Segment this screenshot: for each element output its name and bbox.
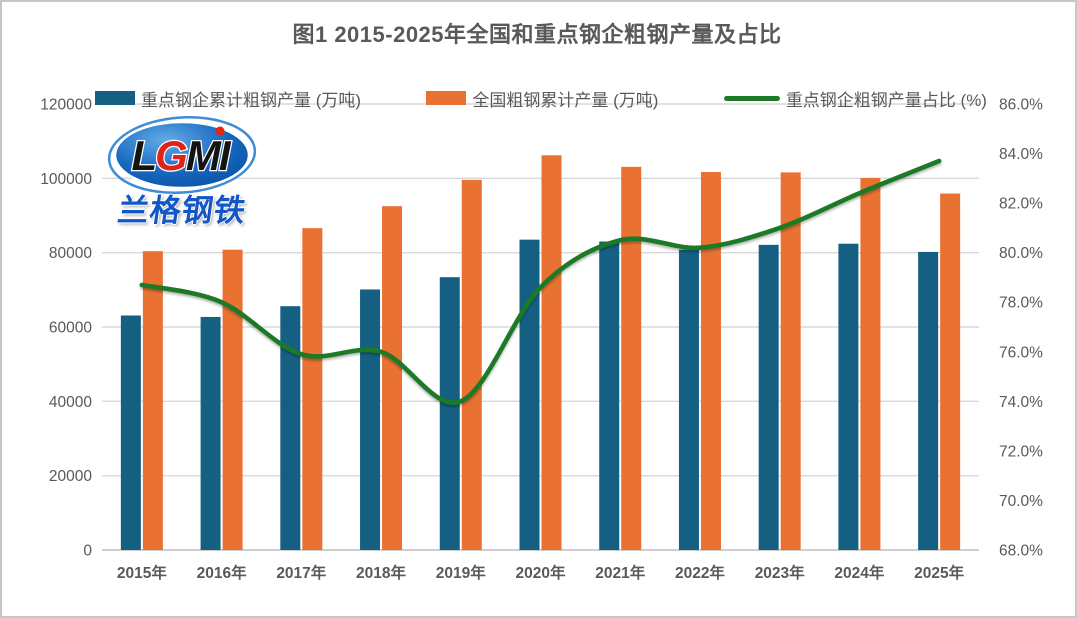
left-axis-tick-label: 80000	[49, 245, 92, 262]
bar-key-2018年	[360, 289, 381, 550]
legend-label-key-bar: 重点钢企累计粗钢产量 (万吨)	[141, 90, 362, 110]
left-axis-tick-label: 60000	[49, 320, 92, 337]
left-axis-tick-label: 120000	[40, 97, 92, 114]
x-axis-label: 2023年	[755, 563, 805, 582]
bar-key-2025年	[918, 251, 939, 550]
x-axis-label: 2018年	[356, 563, 406, 582]
x-axis-label: 2024年	[834, 563, 884, 582]
right-axis-tick-label: 70.0%	[999, 493, 1043, 510]
bar-national-2025年	[940, 193, 961, 551]
lgmi-logo-text: LGMI	[132, 132, 232, 179]
bar-key-2017年	[280, 306, 301, 550]
bar-national-2024年	[860, 177, 881, 550]
right-axis-tick-label: 86.0%	[999, 97, 1043, 114]
right-axis-tick-label: 74.0%	[999, 394, 1043, 411]
lgmi-logo-subtext: 兰格钢铁	[115, 193, 249, 228]
right-axis-tick-label: 76.0%	[999, 344, 1043, 361]
bar-national-2018年	[382, 206, 403, 551]
bar-national-2017年	[302, 228, 323, 551]
legend-item-key-steel-bars: 重点钢企累计粗钢产量 (万吨)	[95, 86, 361, 111]
bar-national-2019年	[461, 179, 482, 550]
x-axis-label: 2015年	[117, 563, 167, 582]
chart-title: 图1 2015-2025年全国和重点钢企粗钢产量及占比	[292, 22, 782, 47]
bar-national-2021年	[621, 166, 642, 551]
chart-legend: 重点钢企累计粗钢产量 (万吨) 全国粗钢累计产量 (万吨) 重点钢企粗钢产量占比…	[95, 86, 987, 111]
bar-key-2015年	[120, 315, 141, 550]
x-axis-label: 2017年	[276, 563, 326, 582]
lgmi-logo: LGMI 兰格钢铁	[106, 115, 258, 228]
left-axis-tick-label: 20000	[49, 468, 92, 485]
bar-national-2023年	[780, 172, 801, 551]
right-axis-tick-label: 84.0%	[999, 146, 1043, 163]
legend-label-ratio-line: 重点钢企粗钢产量占比 (%)	[785, 90, 987, 110]
bar-national-2020年	[541, 155, 562, 551]
bar-key-2022年	[678, 249, 699, 550]
right-axis-tick-label: 72.0%	[999, 443, 1043, 460]
bar-national-2016年	[222, 249, 243, 550]
right-axis-tick-label: 82.0%	[999, 196, 1043, 213]
legend-swatch-key-bar	[95, 91, 135, 105]
bar-key-2021年	[599, 241, 620, 550]
bar-key-2016年	[200, 316, 221, 550]
legend-item-ratio-line: 重点钢企粗钢产量占比 (%)	[723, 86, 987, 111]
x-axis-label: 2022年	[675, 563, 725, 582]
bar-key-2024年	[838, 243, 859, 550]
bar-key-2023年	[758, 244, 779, 550]
ratio-line	[139, 158, 942, 406]
bar-key-2019年	[439, 277, 460, 550]
left-axis-tick-label: 0	[83, 543, 92, 560]
left-axis-tick-label: 40000	[49, 394, 92, 411]
bar-national-2022年	[700, 172, 721, 550]
right-axis-tick-label: 78.0%	[999, 295, 1043, 312]
legend-item-national-bars: 全国粗钢累计产量 (万吨)	[426, 86, 658, 111]
right-axis-tick-label: 80.0%	[999, 245, 1043, 262]
bar-key-2020年	[519, 239, 540, 551]
legend-swatch-ratio-line	[723, 95, 780, 101]
x-axis-label: 2021年	[595, 563, 645, 582]
x-axis-label: 2019年	[436, 563, 486, 582]
bar-national-2015年	[142, 251, 163, 550]
x-axis-label: 2016年	[197, 563, 247, 582]
left-axis-tick-label: 100000	[40, 171, 92, 188]
x-axis-label: 2020年	[516, 563, 566, 582]
right-axis-tick-label: 68.0%	[999, 543, 1043, 560]
legend-swatch-national-bar	[426, 91, 467, 105]
lgmi-logo-ellipse: LGMI	[107, 115, 257, 195]
x-axis-label: 2025年	[914, 563, 964, 582]
lgmi-logo-i-dot	[215, 126, 225, 136]
legend-label-national-bar: 全国粗钢累计产量 (万吨)	[472, 90, 659, 110]
